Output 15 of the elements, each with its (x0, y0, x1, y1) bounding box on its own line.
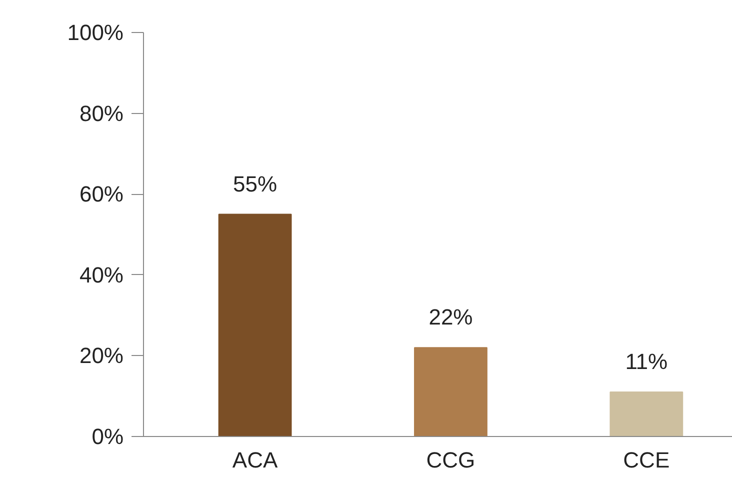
y-tick-label: 60% (79, 182, 124, 207)
data-label: 11% (625, 349, 668, 374)
bar (218, 214, 292, 436)
x-tick-label: CCE (623, 448, 670, 472)
data-label: 22% (428, 304, 473, 330)
data-label: 55% (233, 171, 278, 196)
bar (414, 347, 488, 436)
y-tick-label: 100% (67, 20, 124, 45)
y-tick-label: 80% (79, 100, 124, 126)
y-tick-label: 40% (79, 262, 124, 288)
bar (610, 392, 684, 436)
y-tick-label: 0% (92, 424, 124, 449)
x-tick-label: CCG (426, 448, 476, 472)
x-tick-label: ACA (232, 448, 278, 472)
y-tick-label: 20% (79, 343, 124, 368)
